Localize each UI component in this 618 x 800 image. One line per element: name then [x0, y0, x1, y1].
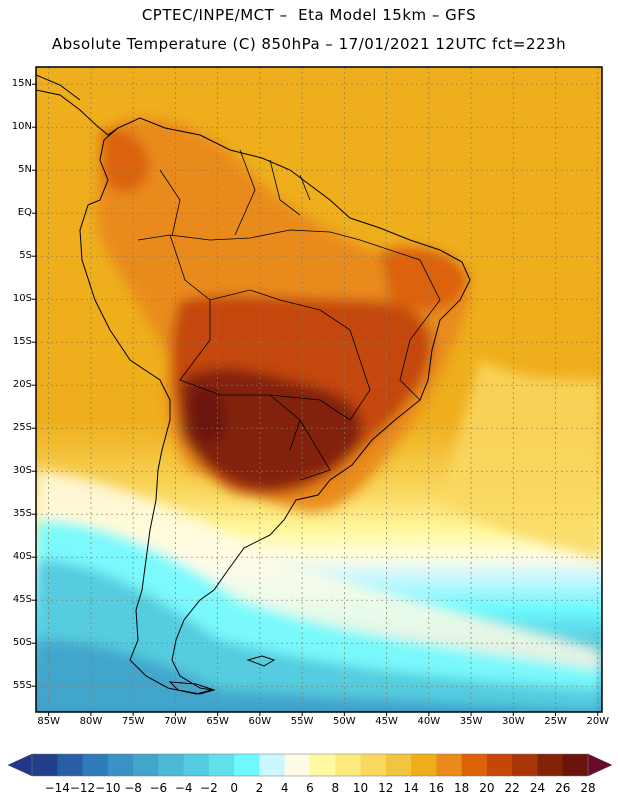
- colorbar-label: 10: [352, 781, 369, 795]
- colorbar-swatch: [537, 754, 564, 776]
- colorbar-high-arrow: [587, 753, 613, 777]
- falkland-islands: [246, 655, 276, 667]
- lon-tick-label: 65W: [206, 716, 229, 727]
- coastlines: [36, 74, 471, 695]
- colorbar-label: 4: [280, 781, 289, 795]
- grid-lines: [36, 67, 602, 712]
- colorbar-label: 6: [306, 781, 314, 795]
- colorbar-label: 2: [255, 781, 264, 795]
- lon-tick-label: 55W: [290, 716, 314, 727]
- axis-ticks: [32, 83, 599, 716]
- colorbar-swatch: [310, 754, 336, 776]
- colorbar-swatch: [82, 754, 109, 776]
- colorbar-swatch: [411, 754, 437, 776]
- lon-tick-label: 60W: [248, 716, 272, 727]
- colorbar-swatch: [284, 754, 311, 776]
- lat-tick-label: 25S: [12, 422, 32, 434]
- colorbar-swatch: [208, 754, 235, 776]
- lat-tick-label: 5N: [18, 164, 32, 176]
- colorbar-label: 28: [580, 781, 596, 795]
- colorbar-swatch: [562, 754, 589, 776]
- lon-tick-label: 80W: [79, 716, 103, 727]
- lat-tick-label: 15N: [11, 78, 32, 90]
- lon-tick-label: 35W: [459, 716, 483, 727]
- country-borders: [137, 149, 441, 481]
- lon-tick-label: 75W: [121, 716, 145, 727]
- colorbar-swatch: [512, 754, 538, 776]
- colorbar-swatch: [234, 754, 260, 776]
- colorbar-label: 0: [230, 781, 238, 795]
- colorbar-label: 14: [403, 781, 419, 795]
- colorbar-label: −6: [149, 781, 168, 795]
- colorbar-label: 20: [479, 781, 495, 795]
- lon-tick-label: 70W: [164, 716, 187, 727]
- colorbar-label: 18: [453, 781, 470, 795]
- central-america-coastline: [36, 74, 119, 136]
- colorbar-label: −8: [124, 781, 142, 795]
- colorbar-swatch: [133, 754, 159, 776]
- colorbar-label: −4: [174, 781, 193, 795]
- colorbar-swatch: [32, 754, 58, 776]
- lat-tick-label: 10N: [11, 121, 32, 133]
- colorbar-label: 22: [504, 781, 520, 795]
- colorbar-swatch: [360, 754, 387, 776]
- colorbar-swatch: [385, 754, 412, 776]
- lon-tick-label: 45W: [375, 716, 398, 727]
- colorbar: [7, 753, 613, 777]
- lon-tick-label: 30W: [501, 716, 525, 727]
- lat-tick-label: 15S: [12, 336, 32, 348]
- lat-tick-label: 20S: [12, 379, 32, 391]
- lon-tick-label: 50W: [333, 716, 356, 727]
- colorbar-swatch: [107, 754, 134, 776]
- tierra-del-fuego: [168, 681, 216, 695]
- lat-tick-label: 30S: [12, 465, 32, 477]
- lat-tick-label: 55S: [12, 680, 32, 692]
- colorbar-label: 12: [378, 781, 394, 795]
- map-field: [36, 67, 602, 712]
- lat-tick-label: 5S: [19, 250, 32, 262]
- lon-tick-label: 85W: [37, 716, 60, 727]
- lon-tick-label: 40W: [417, 716, 441, 727]
- colorbar-label: 24: [529, 781, 546, 795]
- lon-tick-label: 20W: [586, 716, 610, 727]
- colorbar-swatch: [335, 754, 362, 776]
- colorbar-low-arrow: [7, 753, 33, 777]
- title-line-2: Absolute Temperature (C) 850hPa – 17/01/…: [51, 35, 567, 53]
- lat-tick-label: 45S: [12, 594, 32, 606]
- lat-tick-label: 50S: [12, 637, 32, 649]
- colorbar-label: −10: [95, 781, 121, 795]
- title-line-1: CPTEC/INPE/MCT – Eta Model 15km – GFS: [141, 6, 477, 24]
- colorbar-swatch: [57, 754, 84, 776]
- colorbar-outline: [31, 753, 589, 777]
- colorbar-swatch: [259, 754, 286, 776]
- lon-tick-label: 25W: [544, 716, 567, 727]
- colorbar-label: −2: [200, 781, 218, 795]
- colorbar-swatch: [486, 754, 513, 776]
- map-frame: [35, 66, 603, 713]
- colorbar-swatch: [158, 754, 185, 776]
- colorbar-label: −12: [69, 781, 96, 795]
- lat-tick-label: 40S: [12, 551, 32, 563]
- colorbar-label: 8: [331, 781, 340, 795]
- colorbar-label: −14: [44, 781, 70, 795]
- lat-tick-label: 10S: [12, 293, 32, 305]
- lat-tick-label: 35S: [12, 508, 32, 520]
- south-america-coastline: [79, 117, 471, 695]
- colorbar-label: 16: [428, 781, 444, 795]
- colorbar-swatch: [461, 754, 488, 776]
- colorbar-swatch: [436, 754, 463, 776]
- colorbar-swatch: [183, 754, 210, 776]
- lat-tick-label: EQ: [17, 207, 32, 219]
- colorbar-label: 26: [555, 781, 571, 795]
